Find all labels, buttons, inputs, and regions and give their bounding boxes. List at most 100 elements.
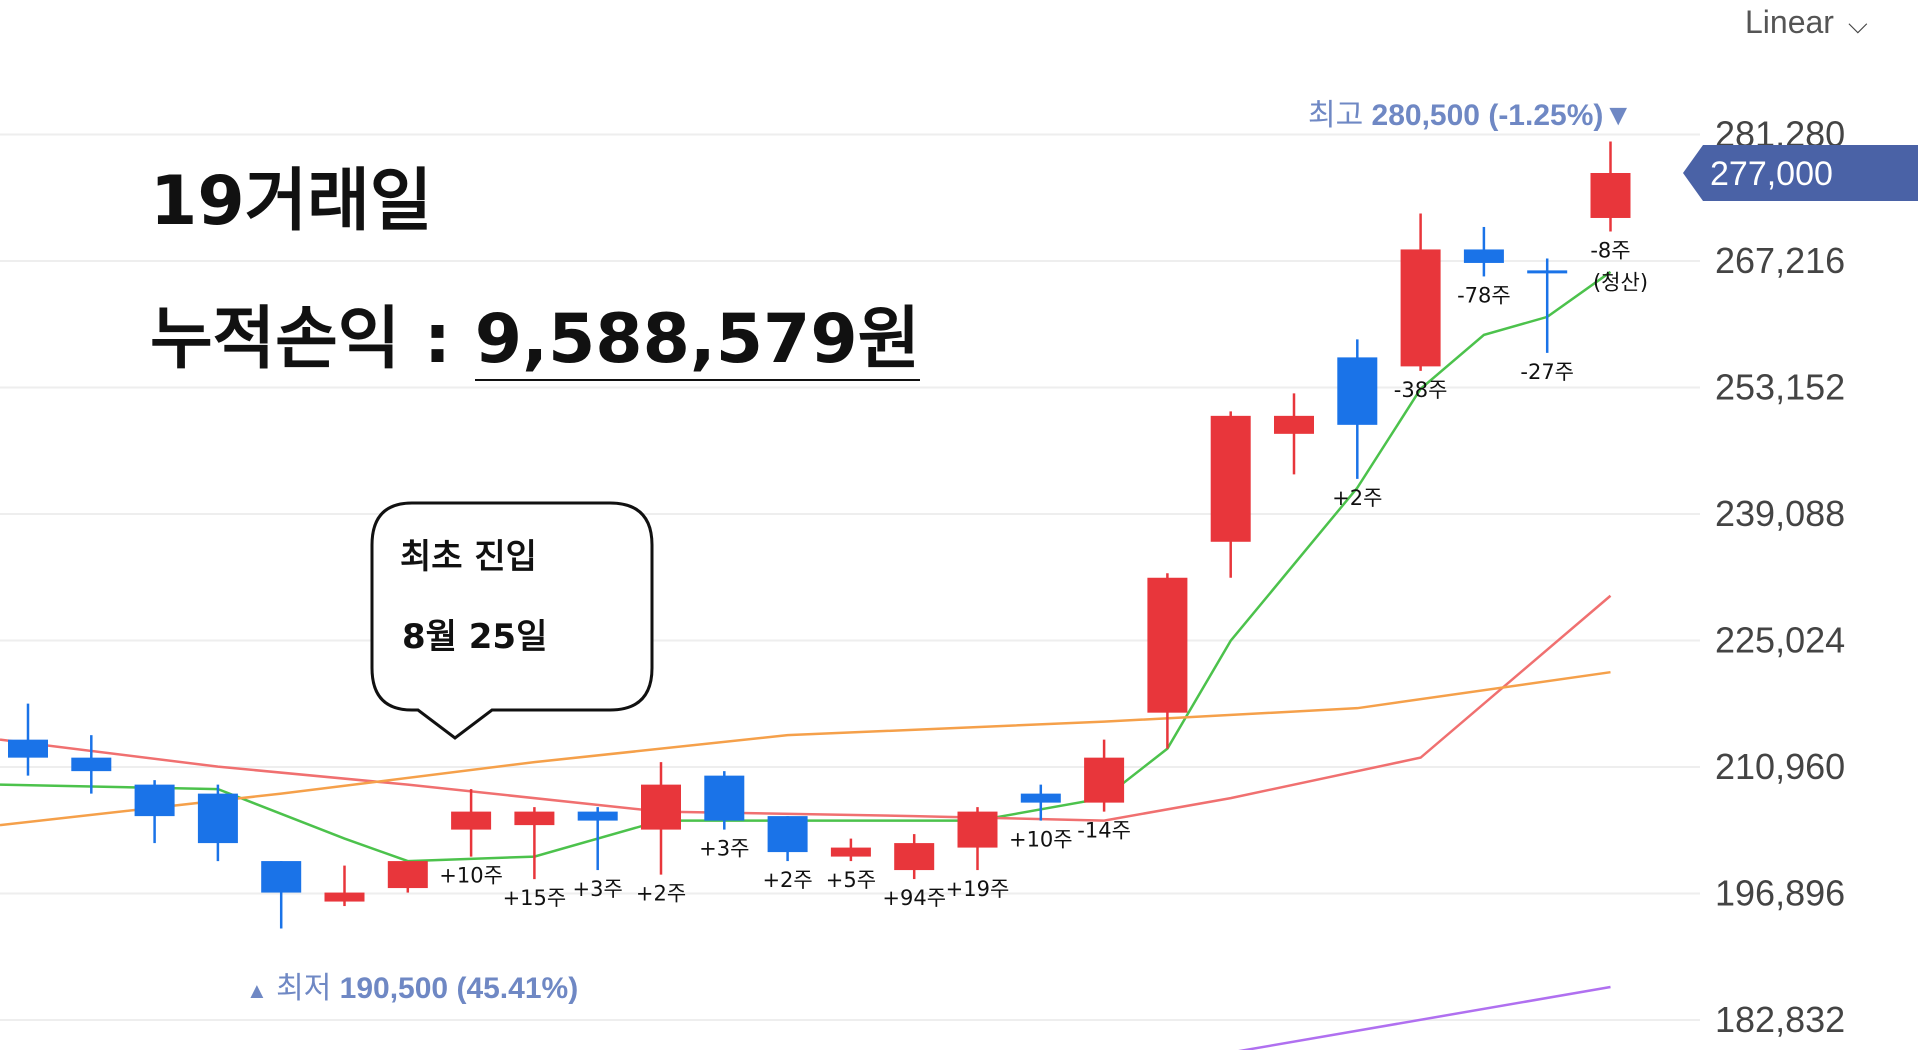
candle-body xyxy=(830,847,871,857)
candle-body xyxy=(767,816,808,853)
candle-body xyxy=(1463,249,1504,263)
candle xyxy=(704,771,745,830)
candle-body xyxy=(704,775,745,821)
trade-label: -38주 xyxy=(1394,378,1448,402)
candle-body xyxy=(387,861,428,889)
trade-label: +3주 xyxy=(699,837,749,861)
trade-label: -27주 xyxy=(1520,360,1574,384)
candle xyxy=(514,807,555,880)
candle-body xyxy=(197,793,238,844)
trade-label: +3주 xyxy=(573,877,623,901)
candle xyxy=(1590,141,1631,232)
candle-body xyxy=(8,739,48,758)
current-price-tag-shape xyxy=(1683,144,1918,201)
chevron-down-icon: ⌵ xyxy=(1847,9,1868,39)
candle xyxy=(894,834,935,880)
y-axis: 281,280267,216253,152239,088225,024210,9… xyxy=(1715,114,1845,1041)
y-tick-label: 239,088 xyxy=(1715,493,1845,534)
candle xyxy=(1020,784,1061,821)
trade-label: +10주 xyxy=(1009,828,1073,852)
candles xyxy=(8,141,1631,929)
candle xyxy=(1463,226,1504,277)
candle xyxy=(1274,393,1314,475)
candle-body xyxy=(261,861,302,893)
cumulative-pnl: 누적손익 : 9,588,579원 xyxy=(150,283,921,382)
trade-label: -14주 xyxy=(1077,819,1131,843)
trade-label: -8주 xyxy=(1590,238,1630,262)
candle-body xyxy=(894,843,935,871)
candle xyxy=(1210,411,1251,578)
candle xyxy=(8,703,48,776)
trading-days-title: 19거래일 xyxy=(150,162,433,241)
candle-body xyxy=(1147,577,1188,713)
y-tick-label: 225,024 xyxy=(1715,620,1845,661)
trade-labels: +10주+15주 +3주 +2주+3주+2주 +5주+94주 +19주+10주 -14주+… xyxy=(439,238,1648,910)
trade-label: +15주 xyxy=(503,886,567,910)
moving-average-line-ma120 xyxy=(1238,985,1611,1050)
low-marker-arrow-icon: ▲ xyxy=(246,978,268,1003)
low-marker-value: 190,500 (45.41%) xyxy=(339,972,579,1005)
trade-label: +2주 xyxy=(636,882,686,906)
y-tick-label: 253,152 xyxy=(1715,367,1845,408)
candle xyxy=(767,816,808,862)
entry-callout-line1: 최초 진입 xyxy=(400,537,537,577)
candle xyxy=(1337,339,1378,479)
moving-average-line-ma60 xyxy=(0,670,1611,827)
moving-average-line-ma20 xyxy=(0,594,1612,822)
trade-label: +5주 xyxy=(826,868,876,892)
chart-grid xyxy=(0,133,1700,1021)
current-price-tag: 277,000 xyxy=(1683,144,1918,201)
candle-body xyxy=(1020,793,1061,803)
candle-body xyxy=(957,811,998,848)
candle-body xyxy=(514,811,555,826)
high-marker: 최고 280,500 (-1.25%)▼ xyxy=(1308,90,1633,134)
candle-body xyxy=(134,784,175,817)
high-marker-label: 최고 xyxy=(1308,99,1364,132)
candle-body xyxy=(641,784,681,830)
entry-callout-line2: 8월 25일 xyxy=(402,617,547,657)
candle-body xyxy=(1400,249,1441,367)
trade-label: +19주 xyxy=(946,877,1010,901)
low-marker: ▲ 최저 190,500 (45.41%) xyxy=(246,963,578,1007)
cumulative-pnl-value: 9,588,579원 xyxy=(474,300,921,381)
high-marker-arrow-icon: ▼ xyxy=(1603,99,1634,132)
scale-select[interactable]: Linear ⌵ xyxy=(1745,4,1868,41)
candle xyxy=(1084,739,1125,812)
candle-body xyxy=(1210,415,1251,542)
candle-body xyxy=(1084,757,1125,803)
candle xyxy=(1147,573,1188,749)
candle xyxy=(1400,213,1441,371)
trade-label: -78주 xyxy=(1457,283,1511,307)
trade-label: +10주 xyxy=(439,864,503,888)
y-tick-label: 182,832 xyxy=(1715,999,1845,1040)
y-tick-label: 196,896 xyxy=(1715,873,1845,914)
candle xyxy=(71,735,112,794)
y-tick-label: 210,960 xyxy=(1715,746,1845,787)
y-tick-label: 267,216 xyxy=(1715,240,1845,281)
candle xyxy=(197,784,238,862)
candle-body xyxy=(1337,357,1378,425)
current-price-value: 277,000 xyxy=(1710,155,1833,193)
entry-callout: 최초 진입 8월 25일 xyxy=(370,501,654,740)
scale-select-label: Linear xyxy=(1745,4,1834,40)
trade-label-note: (청산) xyxy=(1593,270,1648,294)
entry-callout-bubble xyxy=(370,501,654,740)
candle xyxy=(577,807,618,871)
candle xyxy=(134,780,175,844)
trade-label: +2주 xyxy=(1332,486,1382,510)
candle-body xyxy=(1590,172,1631,218)
candle xyxy=(1527,258,1568,353)
candle xyxy=(957,807,998,871)
high-marker-value: 280,500 (-1.25%) xyxy=(1371,99,1604,132)
candle-body xyxy=(451,811,492,830)
candle xyxy=(451,789,492,857)
candle xyxy=(830,838,871,862)
candle xyxy=(261,861,302,929)
candle-body xyxy=(577,811,618,821)
candle xyxy=(641,762,681,875)
trade-label: +2주 xyxy=(762,868,812,892)
low-marker-label: 최저 xyxy=(276,972,332,1005)
candle-body xyxy=(71,757,112,772)
trade-label: +94주 xyxy=(882,886,946,910)
